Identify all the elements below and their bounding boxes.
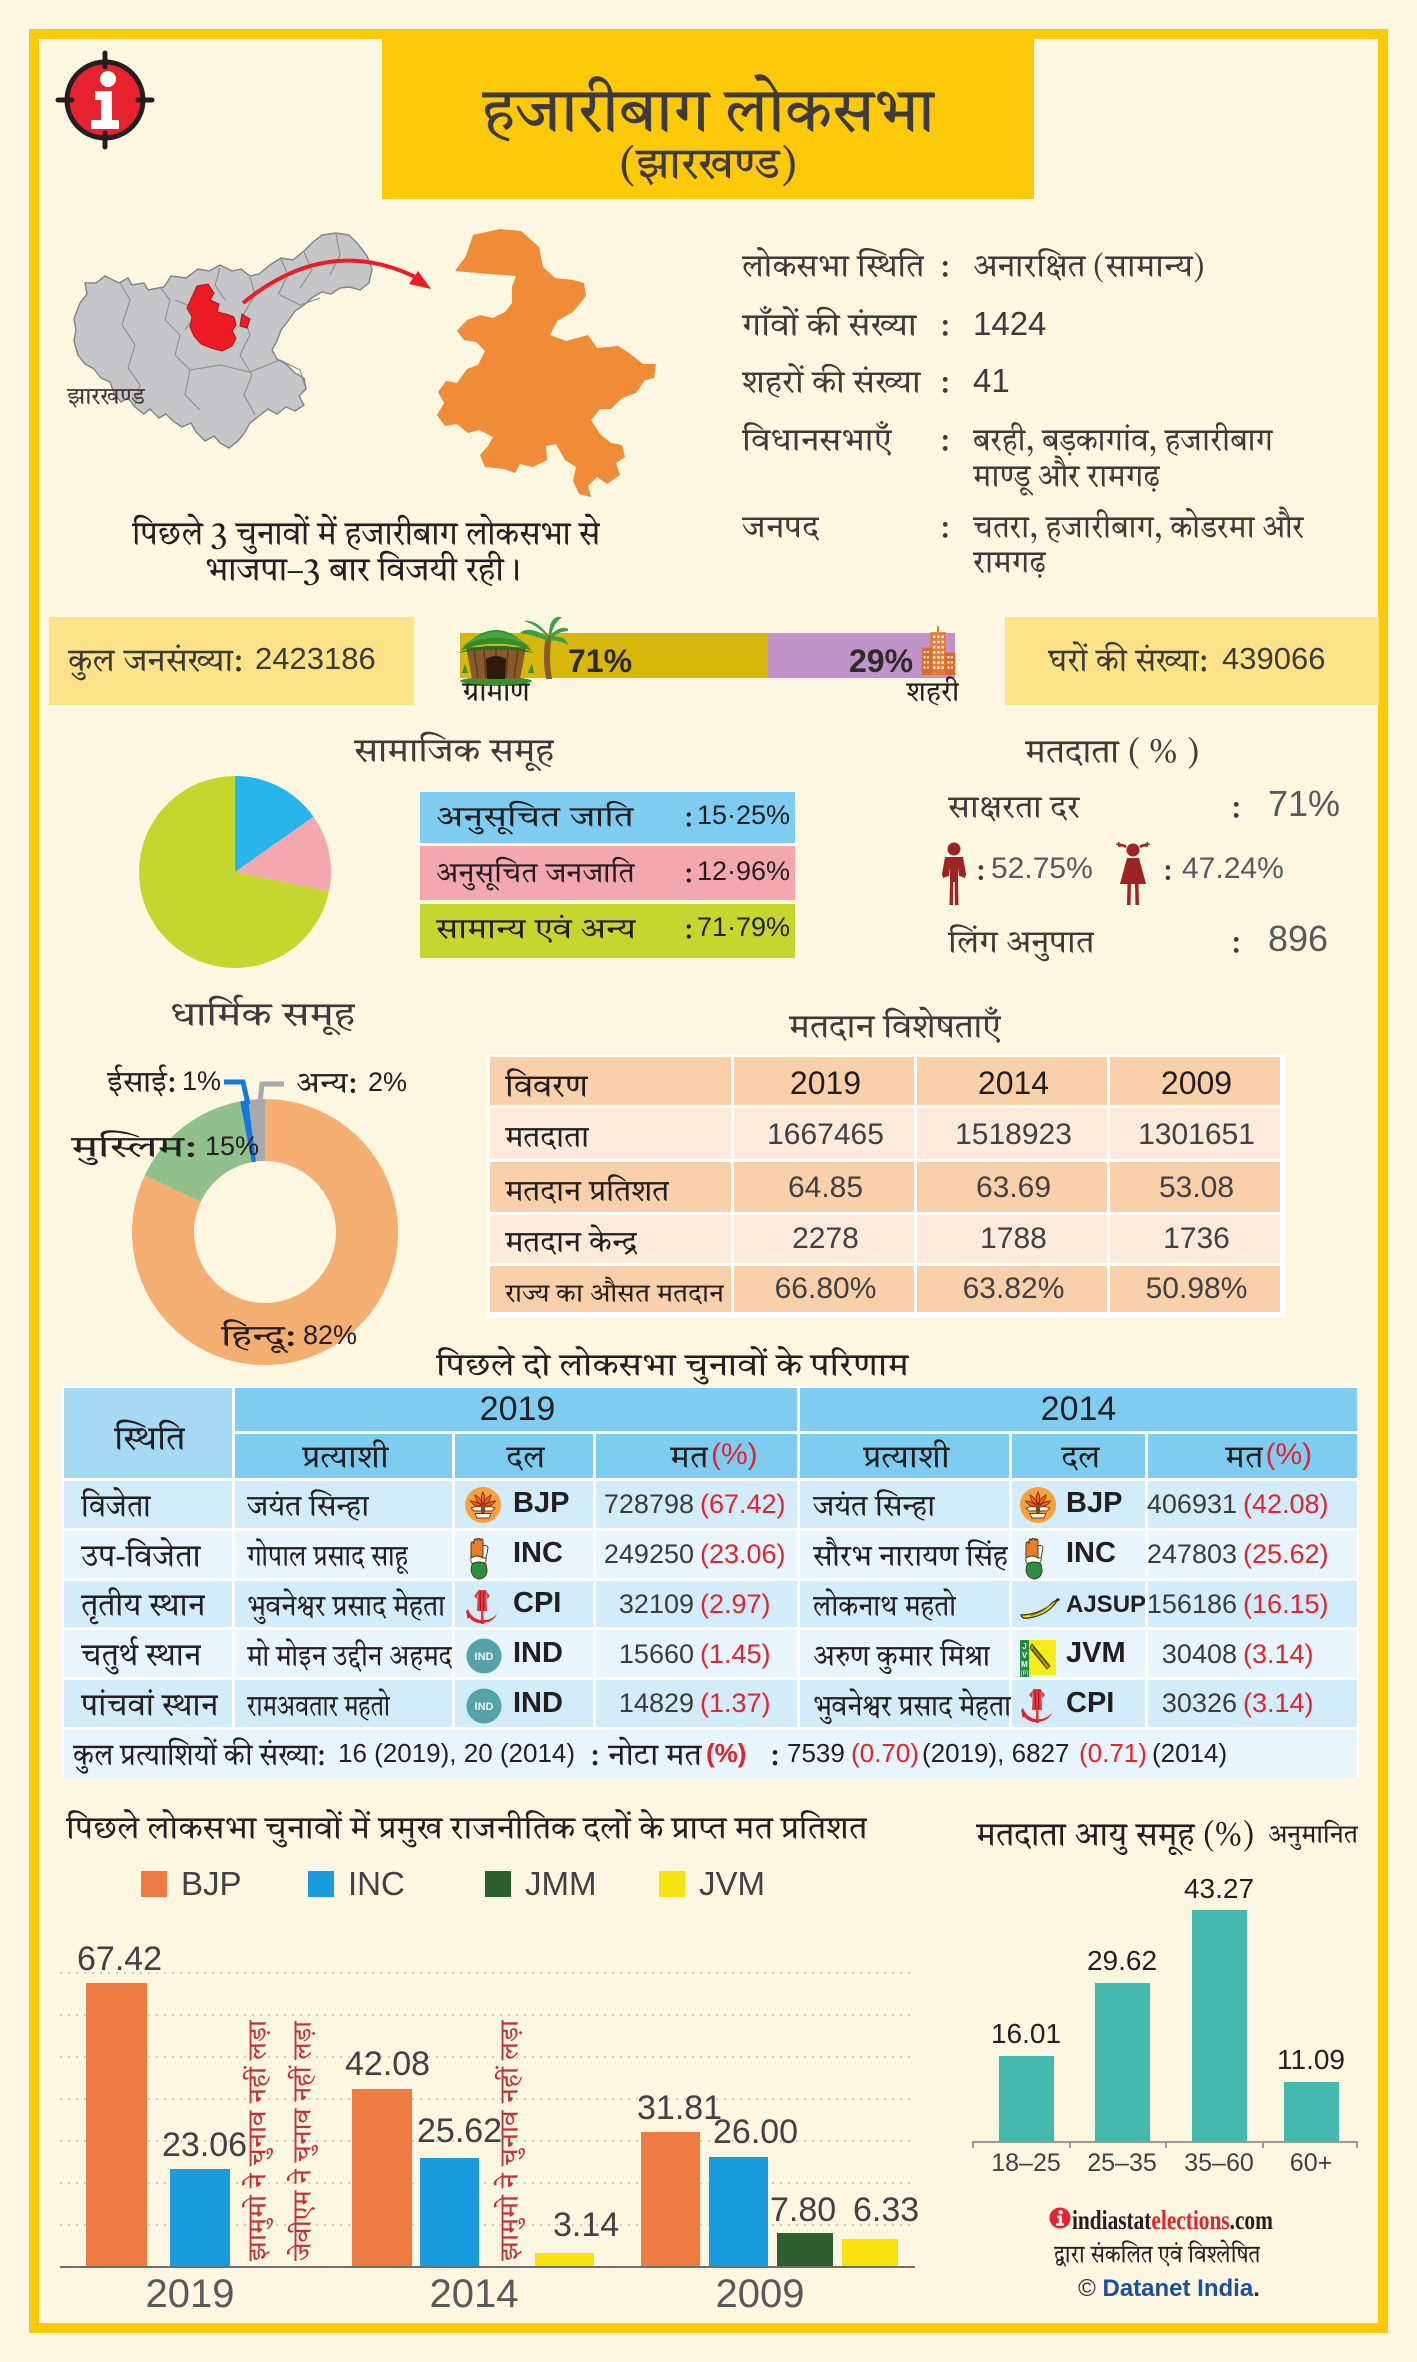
svg-text:IND: IND [475, 1651, 494, 1663]
svg-text:V: V [1022, 1651, 1028, 1660]
svg-text:IND: IND [475, 1701, 494, 1713]
svg-text:M: M [1021, 1660, 1028, 1669]
svg-text:J: J [1022, 1642, 1026, 1651]
svg-text:(P): (P) [1021, 1671, 1029, 1677]
